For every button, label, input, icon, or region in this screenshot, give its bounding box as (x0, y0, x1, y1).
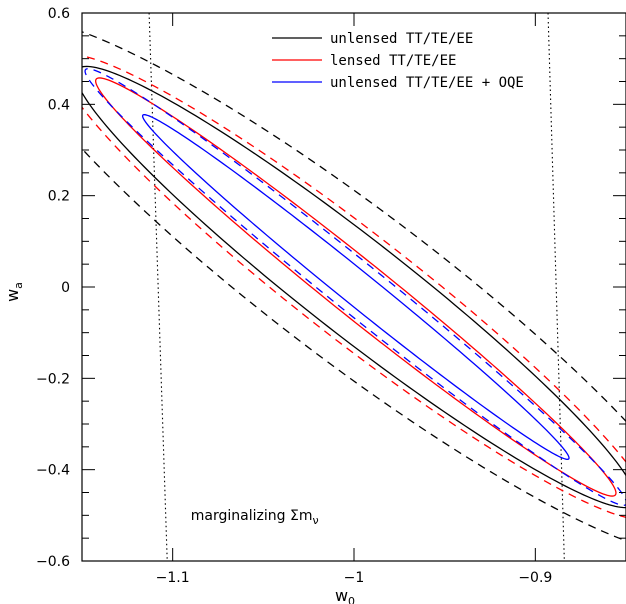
plot-frame (81, 12, 626, 562)
annotation-text: marginalizing Σmν (191, 508, 319, 527)
y-tick-label: 0 (61, 280, 70, 296)
prior-line-1 (148, 13, 168, 561)
x-axis-label-sub: 0 (348, 595, 355, 604)
y-tick-label: 0.6 (48, 6, 70, 22)
legend: unlensed TT/TE/EE lensed TT/TE/EE unlensed… (272, 31, 524, 91)
y-tick-label: 0.4 (48, 97, 70, 113)
y-tick-label: −0.6 (36, 554, 70, 570)
legend-label: unlensed TT/TE/EE (330, 31, 473, 47)
axis-ticks (82, 12, 626, 562)
y-axis-label-sub: a (12, 282, 25, 289)
contour-6-dashed (84, 68, 626, 506)
x-tick-label: −1.1 (156, 570, 190, 586)
contour-4-dashed (82, 55, 626, 519)
legend-label: unlensed TT/TE/EE + OQE (330, 75, 524, 91)
y-tick-label: −0.2 (36, 371, 70, 387)
x-tick-label: −1 (344, 570, 365, 586)
plot-area (82, 13, 626, 561)
prior-line-2 (547, 13, 565, 561)
annotation-sub: ν (312, 514, 318, 527)
contour-1-solid (82, 65, 626, 509)
x-axis-label: w0 (335, 586, 355, 604)
tick-labels: −1.1 −1 −0.9 −0.6 −0.4 −0.2 0 0.2 0.4 0.6 (36, 6, 552, 586)
y-axis-label: wa (3, 282, 25, 302)
y-tick-label: −0.4 (36, 463, 70, 479)
contour-3-solid (94, 77, 617, 497)
contour-5-solid (141, 114, 570, 460)
y-tick-label: 0.2 (48, 189, 70, 205)
contour-2-dashed (82, 31, 626, 542)
x-tick-label: −0.9 (518, 570, 552, 586)
legend-label: lensed TT/TE/EE (330, 53, 456, 69)
